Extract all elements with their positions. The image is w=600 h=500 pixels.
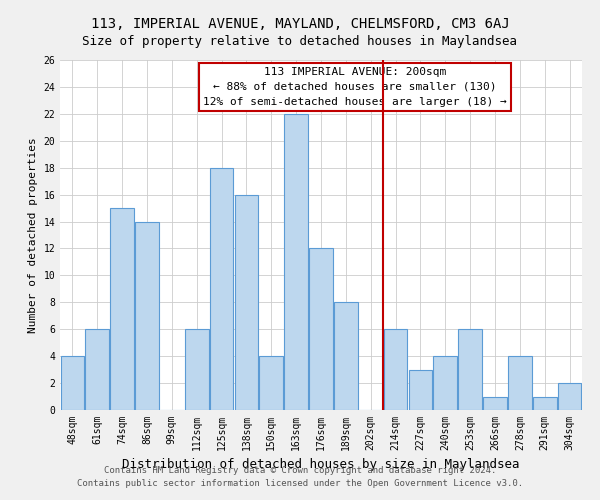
X-axis label: Distribution of detached houses by size in Maylandsea: Distribution of detached houses by size … [122, 458, 520, 471]
Bar [458, 329, 482, 410]
Bar [259, 356, 283, 410]
Y-axis label: Number of detached properties: Number of detached properties [28, 137, 38, 333]
Bar [235, 194, 258, 410]
Bar [433, 356, 457, 410]
Text: 113, IMPERIAL AVENUE, MAYLAND, CHELMSFORD, CM3 6AJ: 113, IMPERIAL AVENUE, MAYLAND, CHELMSFOR… [91, 18, 509, 32]
Text: 113 IMPERIAL AVENUE: 200sqm
← 88% of detached houses are smaller (130)
12% of se: 113 IMPERIAL AVENUE: 200sqm ← 88% of det… [203, 67, 507, 106]
Bar [384, 329, 407, 410]
Bar [185, 329, 209, 410]
Bar [210, 168, 233, 410]
Bar [284, 114, 308, 410]
Text: Size of property relative to detached houses in Maylandsea: Size of property relative to detached ho… [83, 35, 517, 48]
Bar [533, 396, 557, 410]
Bar [483, 396, 507, 410]
Bar [508, 356, 532, 410]
Bar [85, 329, 109, 410]
Bar [135, 222, 159, 410]
Text: Contains HM Land Registry data © Crown copyright and database right 2024.
Contai: Contains HM Land Registry data © Crown c… [77, 466, 523, 487]
Bar [334, 302, 358, 410]
Bar [110, 208, 134, 410]
Bar [61, 356, 84, 410]
Bar [409, 370, 432, 410]
Bar [558, 383, 581, 410]
Bar [309, 248, 333, 410]
